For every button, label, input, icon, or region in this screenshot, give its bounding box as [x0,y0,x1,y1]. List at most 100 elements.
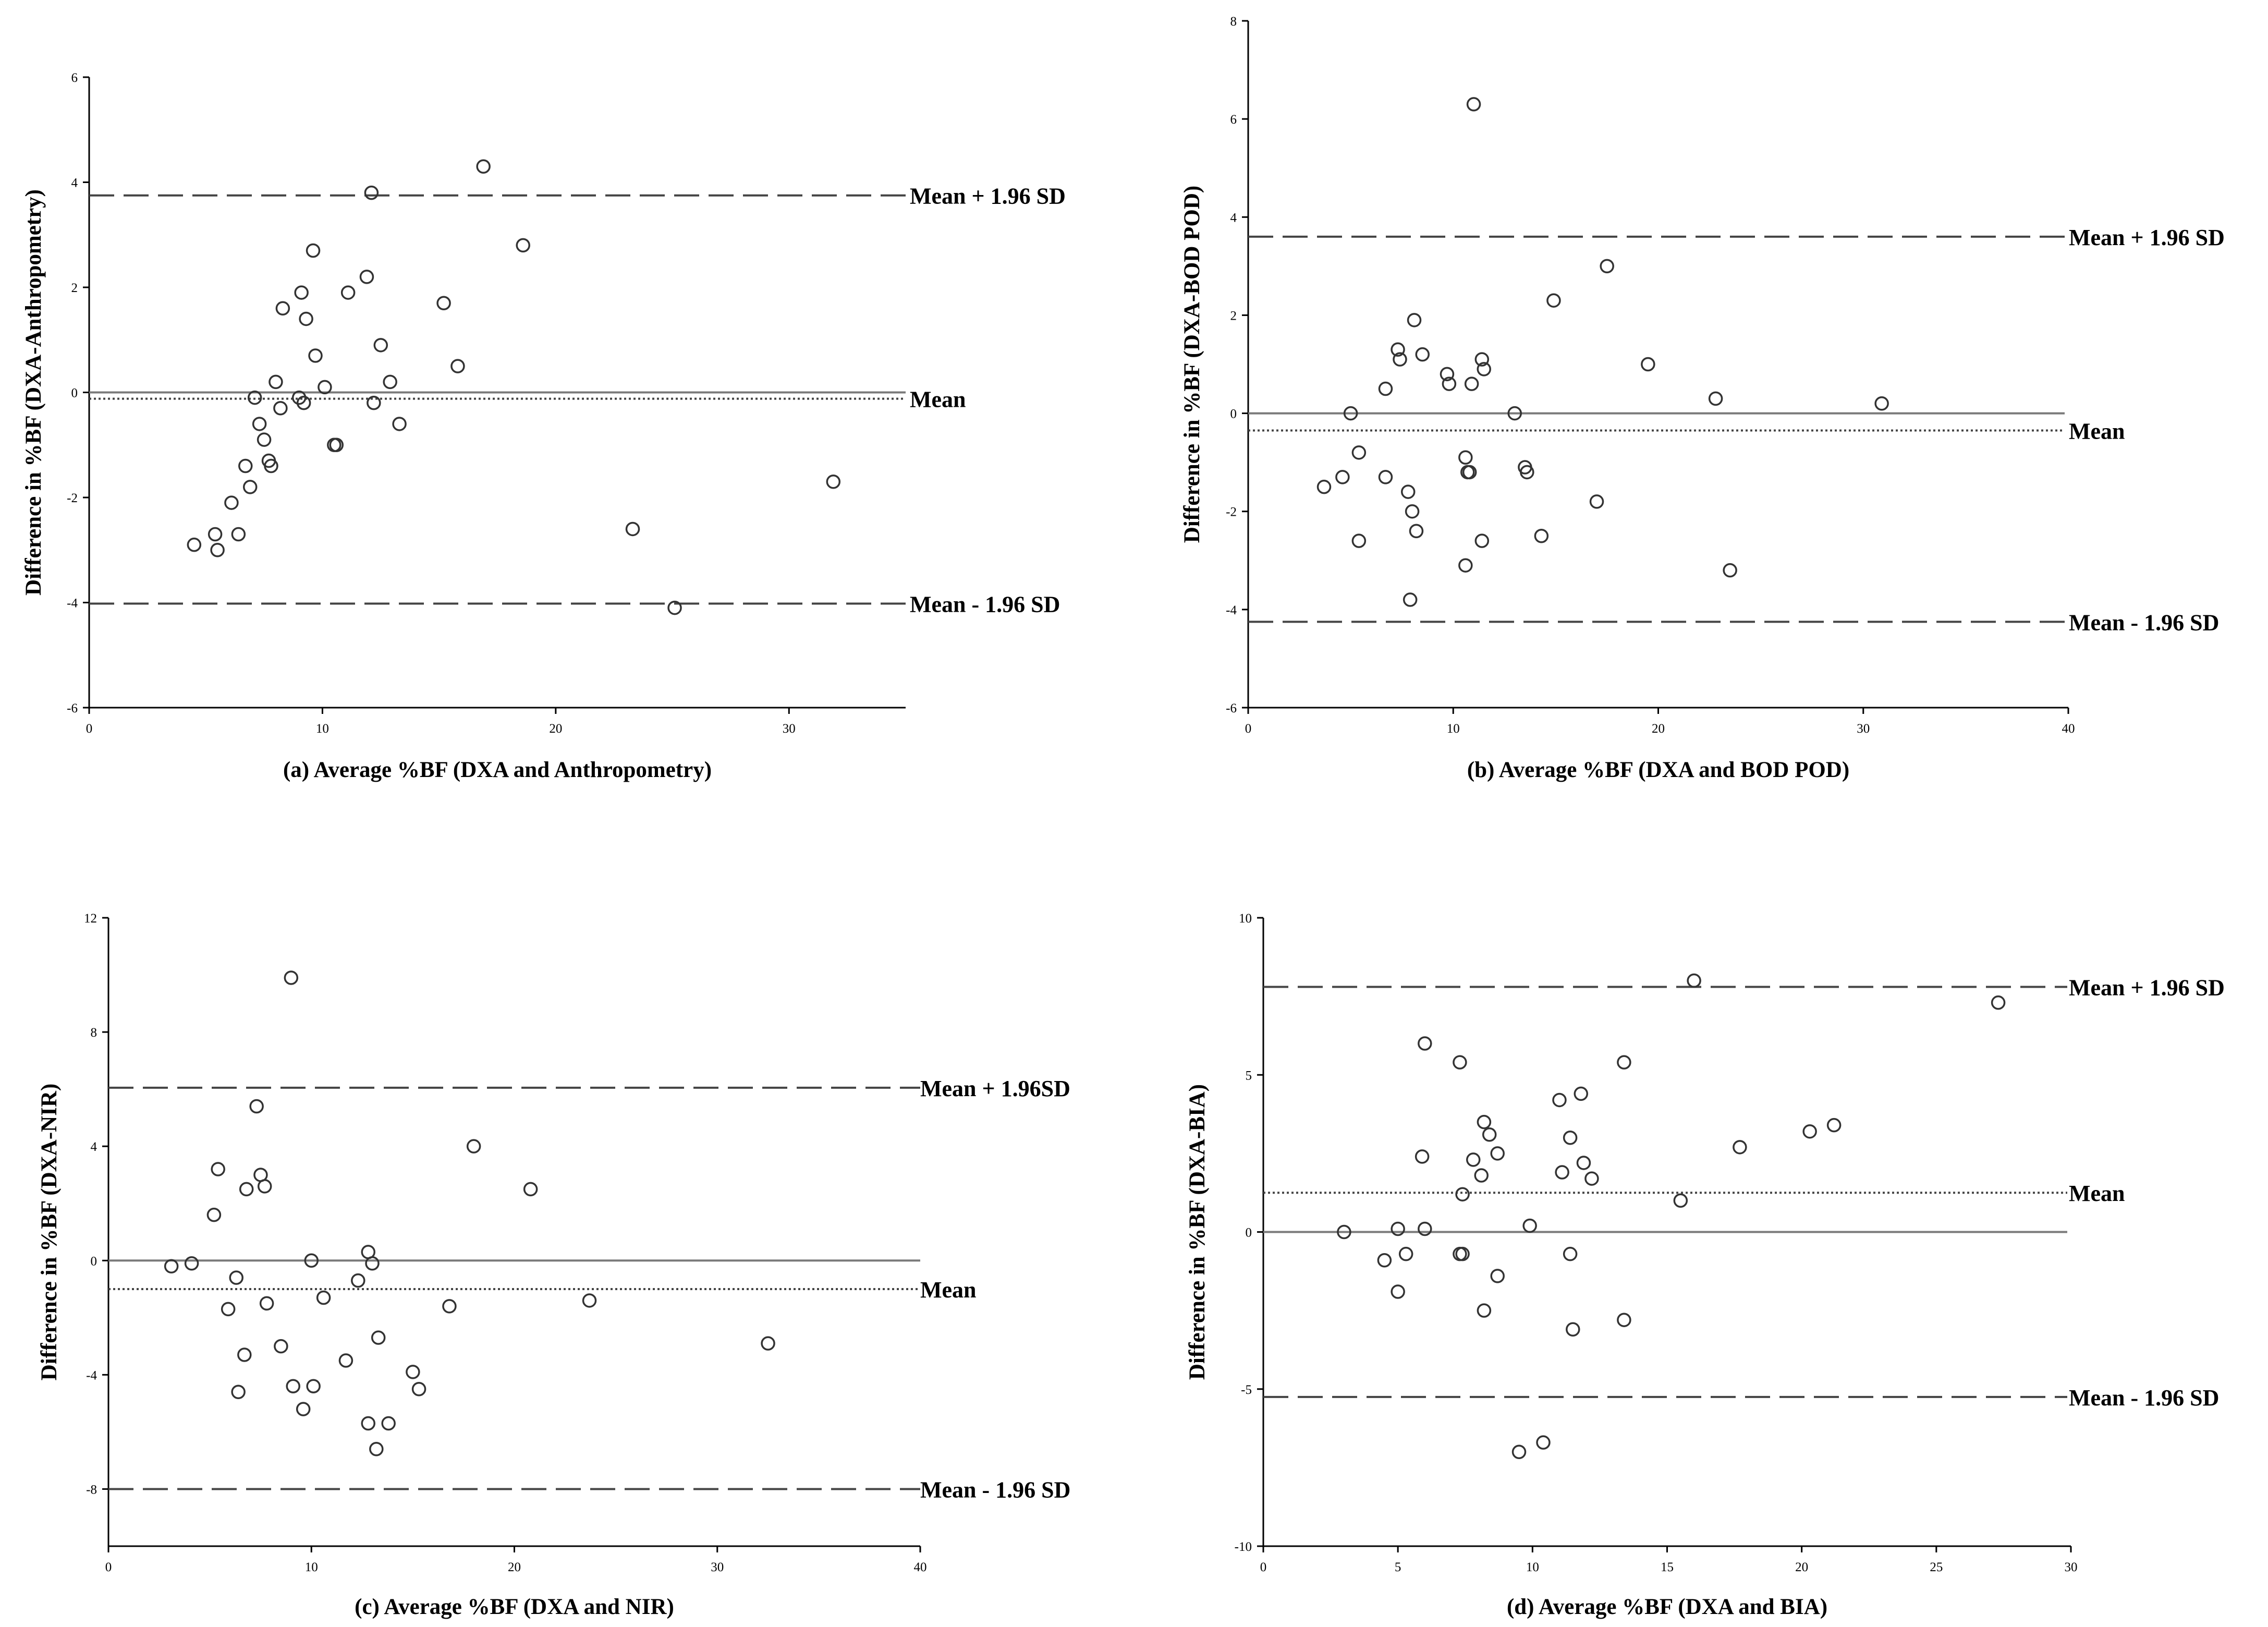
data-point [210,543,225,557]
data-point [1477,1303,1492,1318]
data-point [466,1139,481,1154]
y-tick-label: 8 [1230,15,1237,29]
data-point [1409,524,1424,539]
data-point [221,1302,236,1317]
data-point [1442,377,1457,391]
data-point [1343,406,1358,421]
data-point [224,495,239,510]
y-tick-label: 0 [71,386,78,400]
data-point [294,285,309,300]
data-point [269,374,283,390]
data-point [286,1379,300,1394]
y-tick-label: -2 [1226,505,1237,519]
data-point [1418,1036,1432,1051]
data-point [318,380,332,395]
x-tick-label: 40 [2062,722,2075,736]
data-point [1474,1168,1489,1183]
data-point [231,527,246,542]
data-point [1378,470,1393,484]
data-point [211,1162,225,1176]
y-tick-label: 0 [1246,1226,1252,1240]
data-point [1723,563,1737,578]
x-tick-label: 5 [1395,1560,1401,1574]
data-point [338,1353,353,1368]
mean-label: Mean [920,1277,977,1303]
x-tick-label: 30 [2065,1560,2078,1574]
data-point [259,1296,274,1311]
data-point [1563,1131,1578,1145]
data-point [1534,529,1549,543]
data-point [206,1207,222,1222]
data-point [340,285,356,300]
data-point [367,395,381,410]
y-tick-label: -4 [86,1368,97,1382]
data-point [296,1402,311,1416]
x-tick-label: 30 [711,1560,724,1574]
x-tick-label: 25 [1930,1560,1943,1574]
data-point [1418,1221,1432,1236]
data-point [1552,1092,1567,1108]
upper-limit-label: Mean + 1.96 SD [2069,975,2225,1001]
data-point [329,438,344,452]
data-point [1407,313,1422,327]
x-axis-label: (c) Average %BF (DXA and NIR) [355,1595,674,1619]
y-tick-label: 4 [71,176,78,190]
data-point [1874,396,1889,411]
data-point [242,480,258,494]
y-tick-label: 12 [84,912,97,926]
x-axis-label: (a) Average %BF (DXA and Anthropometry) [283,758,712,782]
data-point [1458,450,1473,465]
data-point [1490,1146,1505,1161]
y-axis-label: Difference in %BF (DXA-NIR) [37,1084,62,1381]
y-tick-label: 6 [1230,113,1237,127]
data-point [1536,1435,1551,1450]
upper-limit-label: Mean + 1.96SD [920,1076,1070,1101]
data-point [1455,1187,1470,1201]
data-point [184,1256,199,1271]
data-point [1477,1114,1492,1130]
data-point [1511,1444,1527,1459]
data-point [381,1416,396,1431]
chart-panel-1: -6 -4 -2 0 2 4 6 0 10 20 30 Mean + 1.96 SD Mean Mean … [21,71,1066,782]
data-point [231,1385,246,1399]
x-tick-label: 20 [1795,1560,1808,1574]
data-point [1687,973,1701,988]
upper-limit-label: Mean + 1.96 SD [2069,225,2225,250]
data-point [361,1416,375,1431]
data-point [1391,1221,1405,1236]
data-point [392,417,407,431]
y-tick-label: 2 [71,281,78,295]
data-point [1641,357,1655,372]
data-point [299,311,313,326]
data-point [249,1099,264,1114]
y-axis-label: Difference in %BF (DXA-Anthropometry) [21,189,46,596]
x-tick-label: 15 [1661,1560,1674,1574]
data-point [364,185,379,200]
data-point [1440,367,1455,382]
data-point [1520,465,1534,480]
data-point [373,338,388,353]
data-point [1391,342,1405,357]
y-tick-label: -10 [1235,1540,1252,1554]
data-point [1316,479,1332,494]
data-point [1522,1218,1537,1233]
data-point [1398,1246,1413,1261]
data-point [1474,533,1490,548]
chart-panel-2: -6 -4 -2 0 2 4 6 8 0 10 20 30 40 Mean + 1.96 SD Mean Me… [1180,15,2225,782]
data-point [274,1339,288,1354]
data-point [164,1259,179,1273]
data-point [273,400,288,416]
data-point [1991,995,2006,1010]
data-point [187,537,202,552]
data-point [1378,381,1393,396]
data-point [306,1379,321,1394]
x-tick-label: 0 [86,722,93,736]
data-point [275,301,290,316]
data-point [308,348,323,363]
data-point [371,1330,386,1345]
y-tick-label: -2 [67,491,78,505]
data-point [1708,391,1723,406]
data-point [1337,1224,1351,1240]
x-tick-label: 10 [1526,1560,1539,1574]
